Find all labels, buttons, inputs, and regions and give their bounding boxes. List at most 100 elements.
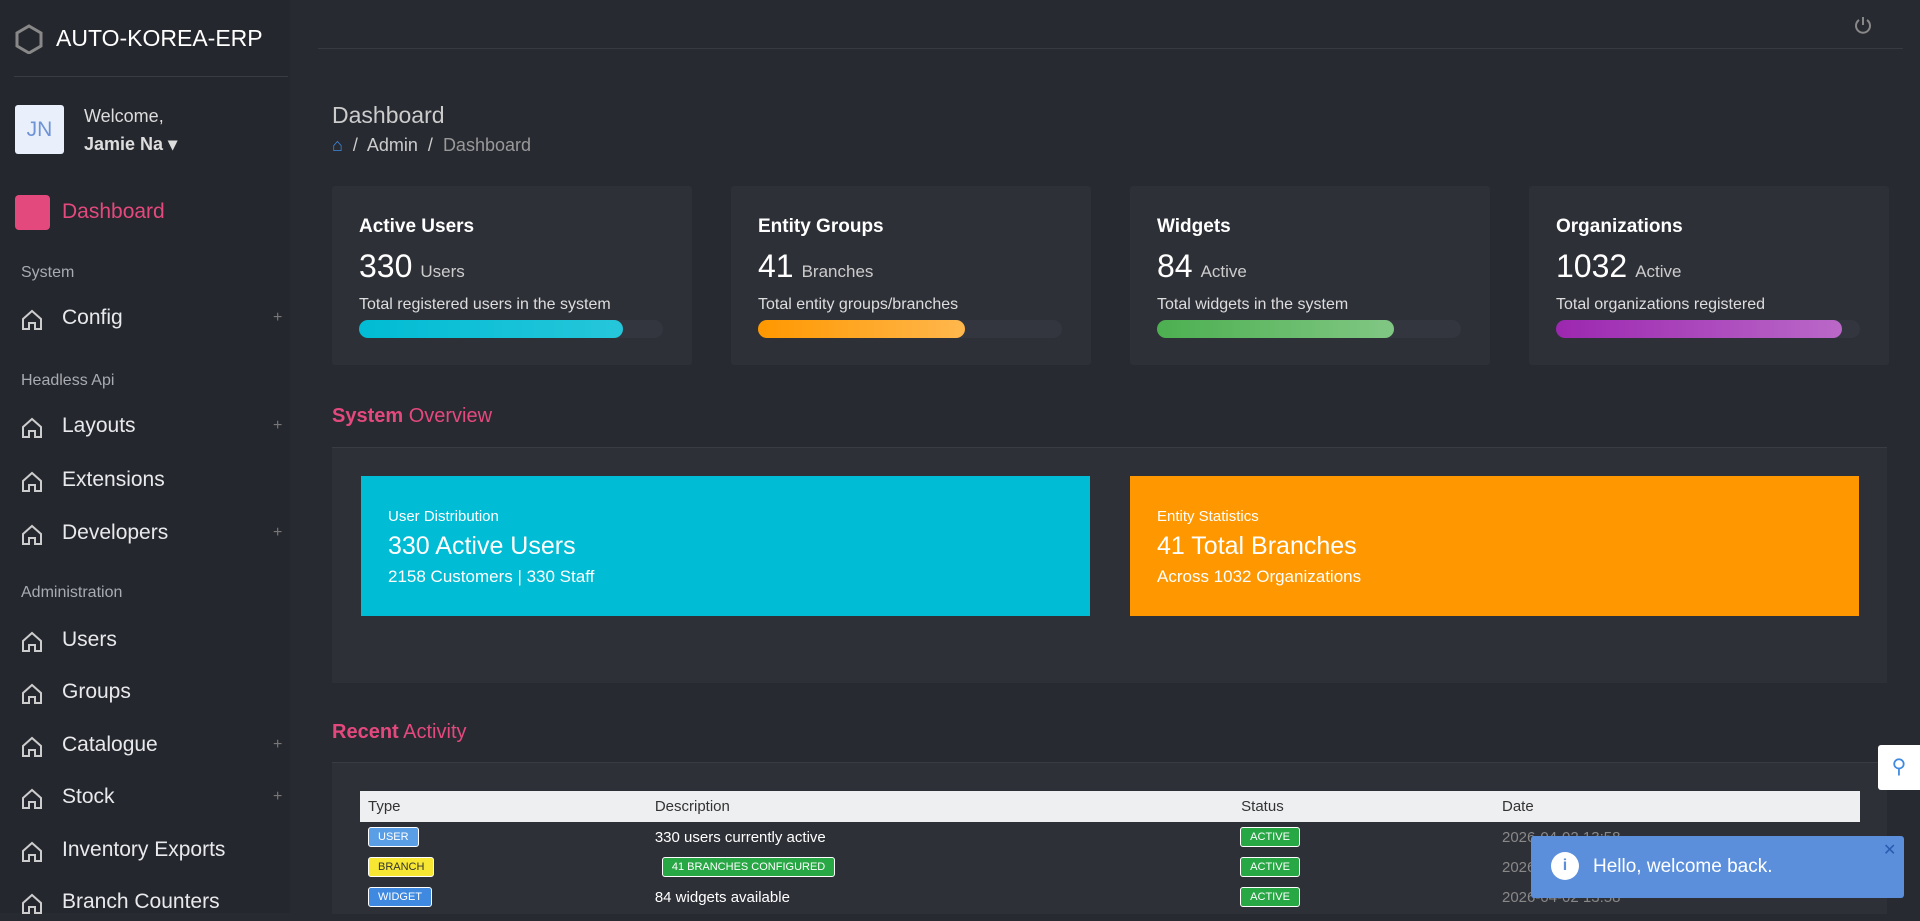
menu-item[interactable]: Groups bbox=[62, 680, 131, 703]
house bbox=[22, 417, 42, 438]
column-header: Type bbox=[360, 791, 647, 822]
menu-item[interactable]: Developers bbox=[62, 521, 169, 544]
expand: + bbox=[273, 417, 283, 434]
sidebar: AUTO-KOREA-ERP JN Welcome, Jamie Na ▾ Da… bbox=[0, 0, 290, 914]
description: 84 widgets available bbox=[654, 888, 790, 906]
progress-fill bbox=[758, 320, 965, 338]
box-label: User Distribution bbox=[388, 508, 499, 525]
status-cell: ACTIVE bbox=[1233, 852, 1494, 882]
user-name[interactable]: Jamie Na ▾ bbox=[84, 134, 178, 154]
brand[interactable]: AUTO-KOREA-ERP bbox=[56, 25, 263, 51]
card-value: 41 bbox=[758, 248, 794, 284]
type-cell: BRANCH bbox=[360, 852, 647, 882]
card-unit: Active bbox=[1635, 262, 1682, 281]
status-badge: ACTIVE bbox=[1240, 827, 1300, 847]
status-cell: ACTIVE bbox=[1233, 882, 1494, 912]
type-badge: BRANCH bbox=[368, 857, 435, 877]
column-header: Date bbox=[1494, 791, 1860, 822]
heading-rest: Activity bbox=[403, 721, 467, 743]
column-header: Description bbox=[646, 791, 1234, 822]
user: Jamie Na bbox=[84, 134, 164, 154]
heading-strong: System bbox=[332, 405, 404, 427]
card-value-wrap: 1032 Active bbox=[1556, 248, 1681, 285]
home[interactable]: ⌂ bbox=[332, 135, 343, 155]
card-desc: Total widgets in the system bbox=[1157, 296, 1349, 313]
box-sub: Across 1032 Organizations bbox=[1157, 567, 1362, 586]
menu-item[interactable]: Extensions bbox=[62, 468, 165, 491]
menu-item[interactable]: Dashboard bbox=[62, 200, 165, 223]
heading-strong: Recent bbox=[332, 721, 399, 743]
card-title: Entity Groups bbox=[758, 216, 884, 237]
card-title: Organizations bbox=[1556, 216, 1683, 237]
card-value: 330 bbox=[359, 248, 413, 284]
menu-item[interactable]: Catalogue bbox=[62, 733, 158, 756]
card-desc: Total entity groups/branches bbox=[758, 296, 959, 313]
menu-icon bbox=[20, 308, 44, 332]
menu-item[interactable]: Config bbox=[62, 306, 123, 329]
box-title: 330 Active Users bbox=[388, 532, 576, 560]
section: System bbox=[21, 264, 75, 281]
heading-rest: Overview bbox=[408, 405, 493, 427]
overview-box: User Distribution 330 Active Users 2158 Cu… bbox=[361, 476, 1090, 616]
box-title: 41 Total Branches bbox=[1157, 532, 1357, 560]
menu-icon bbox=[20, 840, 44, 864]
menu-icon bbox=[20, 630, 44, 654]
type-badge: USER bbox=[368, 827, 419, 847]
house bbox=[22, 736, 42, 757]
card-value-wrap: 84 Active bbox=[1157, 248, 1247, 285]
menu-item[interactable]: Branch Counters bbox=[62, 890, 220, 913]
description-cell: 41 BRANCHES CONFIGURED bbox=[647, 852, 1233, 882]
menu-icon bbox=[20, 735, 44, 759]
stat-card: Entity Groups 41 Branches Total entity grou… bbox=[731, 186, 1091, 365]
stat-card: Organizations 1032 Active Total organizatio… bbox=[1529, 186, 1889, 365]
house bbox=[22, 841, 42, 862]
status-badge: ACTIVE bbox=[1240, 857, 1300, 877]
progress bbox=[1157, 320, 1461, 338]
house bbox=[22, 524, 42, 545]
menu-icon bbox=[20, 682, 44, 706]
type-cell: WIDGET bbox=[360, 882, 647, 912]
expand: + bbox=[273, 736, 283, 753]
progress bbox=[359, 320, 663, 338]
card-title: Widgets bbox=[1157, 216, 1231, 237]
card-value-wrap: 41 Branches bbox=[758, 248, 873, 285]
house bbox=[22, 788, 42, 809]
description-cell: 330 users currently active bbox=[647, 822, 1233, 852]
progress bbox=[758, 320, 1062, 338]
menu-item[interactable]: Layouts bbox=[62, 414, 136, 437]
menu-icon bbox=[20, 523, 44, 547]
info-icon: i bbox=[1551, 852, 1579, 880]
header-row: Type Description Status Date bbox=[360, 791, 1860, 822]
crumb: Dashboard bbox=[442, 135, 531, 155]
card-value: 1032 bbox=[1556, 248, 1628, 284]
crumb[interactable]: Admin bbox=[366, 135, 418, 155]
card-value-wrap: 330 Users bbox=[359, 248, 465, 285]
section: Headless Api bbox=[21, 372, 115, 389]
menu-item[interactable]: Inventory Exports bbox=[62, 838, 226, 861]
card-title: Active Users bbox=[359, 216, 475, 237]
power-button[interactable] bbox=[1852, 14, 1874, 36]
description-cell: 84 widgets available bbox=[647, 882, 1233, 912]
page-title: Dashboard bbox=[332, 102, 445, 128]
expand: + bbox=[273, 309, 283, 326]
house bbox=[22, 683, 42, 704]
toast[interactable]: i Hello, welcome back. ✕ bbox=[1531, 836, 1904, 898]
card-unit: Active bbox=[1200, 262, 1247, 281]
progress-fill bbox=[359, 320, 624, 338]
type-cell: USER bbox=[360, 822, 647, 852]
stat-card: Widgets 84 Active Total widgets in the syst… bbox=[1130, 186, 1490, 365]
house bbox=[22, 893, 42, 914]
topbar-line bbox=[318, 48, 1903, 49]
logo bbox=[15, 24, 43, 54]
toast-close[interactable]: ✕ bbox=[1883, 842, 1897, 859]
widget-button[interactable]: ⚲ bbox=[1878, 745, 1920, 790]
overview-box: Entity Statistics 41 Total Branches Across… bbox=[1130, 476, 1859, 616]
menu-item[interactable]: Stock bbox=[62, 785, 115, 808]
menu-icon bbox=[20, 416, 44, 440]
box-sub: 2158 Customers | 330 Staff bbox=[388, 567, 595, 586]
menu-item[interactable]: Users bbox=[62, 628, 117, 651]
welcome: Welcome, bbox=[84, 106, 164, 126]
section-heading: Recent Activity bbox=[332, 721, 467, 744]
card-unit: Users bbox=[420, 262, 465, 281]
description-badge: 41 BRANCHES CONFIGURED bbox=[661, 857, 836, 877]
